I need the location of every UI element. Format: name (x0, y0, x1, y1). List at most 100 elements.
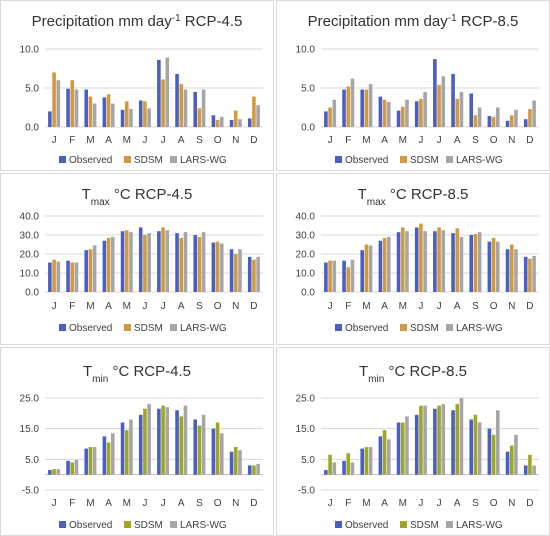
x-tick-label: N (508, 135, 515, 146)
x-tick-label: D (250, 301, 257, 312)
bar-sdsm-4 (106, 442, 111, 475)
bar-lars-wg-5 (405, 99, 409, 127)
bar-sdsm-8 (455, 228, 460, 292)
bar-observed-7 (157, 408, 161, 475)
bar-lars-wg-8 (183, 232, 188, 292)
legend-swatch (124, 521, 131, 528)
bar-observed-3 (84, 250, 89, 292)
bar-sdsm-11 (233, 110, 238, 127)
bar-observed-6 (414, 414, 419, 475)
bar-observed-12 (247, 256, 252, 292)
bar-lars-wg-10 (219, 116, 224, 127)
bar-lars-wg-4 (386, 439, 391, 475)
bar-sdsm-1 (52, 259, 56, 292)
bar-sdsm-6 (419, 223, 423, 292)
bar-sdsm-8 (179, 416, 184, 475)
y-tick-label: 10.0 (20, 45, 40, 56)
bar-sdsm-9 (197, 108, 202, 127)
y-tick-label: 0.0 (301, 288, 315, 299)
bar-lars-wg-8 (459, 91, 464, 127)
bar-observed-12 (523, 256, 528, 292)
legend-label: Observed (69, 520, 112, 531)
x-tick-label: A (454, 498, 461, 509)
legend-label: Observed (345, 520, 388, 531)
bar-sdsm-6 (419, 405, 423, 475)
bar-sdsm-7 (437, 405, 441, 475)
bar-sdsm-7 (161, 405, 165, 475)
legend-label: Observed (345, 323, 388, 334)
bar-observed-4 (102, 436, 107, 475)
bar-lars-wg-6 (423, 91, 427, 127)
bar-lars-wg-3 (92, 447, 97, 475)
x-tick-label: O (214, 498, 222, 509)
x-tick-label: A (178, 135, 185, 146)
bar-lars-wg-7 (165, 57, 170, 127)
x-tick-label: S (196, 135, 203, 146)
bar-observed-6 (138, 227, 143, 292)
bar-sdsm-12 (252, 465, 256, 475)
bar-sdsm-10 (491, 237, 496, 292)
bar-lars-wg-1 (56, 261, 61, 292)
x-tick-label: O (214, 301, 222, 312)
bar-lars-wg-5 (129, 419, 133, 475)
bar-sdsm-2 (346, 267, 351, 292)
bar-sdsm-10 (491, 434, 496, 475)
bar-lars-wg-10 (495, 410, 500, 475)
legend-label: LARS-WG (180, 323, 227, 334)
x-tick-label: J (52, 135, 57, 146)
bar-observed-9 (469, 235, 474, 292)
x-tick-label: S (196, 498, 203, 509)
x-tick-label: J (161, 135, 166, 146)
x-tick-label: M (86, 135, 94, 146)
y-tick-label: 40.0 (20, 212, 40, 223)
bar-lars-wg-1 (56, 469, 61, 475)
x-tick-label: M (399, 301, 407, 312)
chart-svg-precip-rcp45: Precipitation mm day-1 RCP-4.5 0.0 5.0 10.0… (20, 13, 263, 166)
x-tick-label: M (362, 135, 370, 146)
legend-swatch (446, 324, 453, 331)
y-tick-label: 0.0 (25, 288, 39, 299)
bar-observed-4 (378, 436, 383, 475)
legend: Observed SDSM LARS-WG (335, 520, 503, 531)
bar-lars-wg-8 (459, 398, 464, 475)
bar-lars-wg-5 (405, 416, 409, 475)
bar-sdsm-6 (143, 101, 147, 127)
legend: Observed SDSM LARS-WG (59, 155, 227, 166)
legend-label: LARS-WG (456, 323, 503, 334)
bar-observed-1 (48, 111, 52, 127)
x-tick-label: J (52, 498, 57, 509)
legend-swatch (446, 521, 453, 528)
bar-observed-11 (505, 451, 510, 475)
bar-lars-wg-6 (423, 231, 427, 292)
bar-sdsm-5 (124, 230, 129, 292)
bar-observed-2 (342, 89, 346, 127)
x-tick-label: O (490, 135, 498, 146)
x-tick-label: D (526, 498, 533, 509)
bar-observed-8 (451, 73, 455, 127)
legend-swatch (170, 521, 177, 528)
x-tick-label: N (232, 498, 239, 509)
bar-observed-10 (487, 116, 492, 127)
bar-sdsm-3 (364, 89, 369, 127)
bar-lars-wg-12 (532, 255, 536, 292)
x-tick-label: D (526, 301, 533, 312)
x-tick-label: A (178, 301, 185, 312)
bar-lars-wg-2 (350, 78, 355, 127)
bar-lars-wg-12 (256, 463, 260, 475)
bar-observed-6 (414, 101, 419, 127)
x-tick-label: N (232, 301, 239, 312)
legend-swatch (59, 156, 66, 163)
bar-lars-wg-7 (441, 404, 446, 475)
bar-observed-12 (523, 119, 528, 127)
x-tick-label: F (345, 498, 351, 509)
bar-observed-2 (66, 460, 70, 475)
bar-lars-wg-2 (74, 89, 79, 127)
bar-observed-8 (451, 233, 455, 292)
bar-lars-wg-4 (110, 236, 115, 292)
x-tick-label: A (381, 498, 388, 509)
bar-sdsm-4 (382, 99, 387, 127)
bar-sdsm-3 (364, 244, 369, 292)
bar-lars-wg-7 (441, 76, 446, 127)
x-tick-label: J (418, 301, 423, 312)
bar-lars-wg-3 (368, 245, 373, 292)
